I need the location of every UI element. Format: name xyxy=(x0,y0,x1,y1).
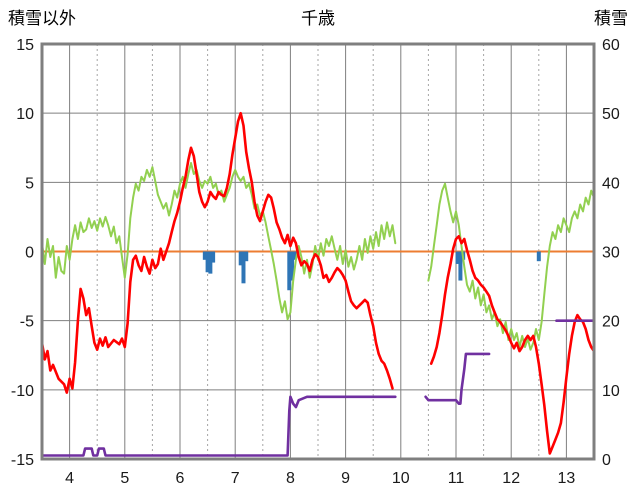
left-tick-label: 10 xyxy=(16,106,34,123)
precipitation-bar xyxy=(238,251,243,266)
left-tick-label: 15 xyxy=(16,37,34,54)
left-tick-label: -10 xyxy=(11,383,34,400)
plot-frame xyxy=(40,42,596,461)
series-purple-snow xyxy=(40,319,596,457)
series-purple-snow-path xyxy=(424,352,491,405)
precipitation-bar xyxy=(211,251,216,263)
precipitation-bar xyxy=(241,251,246,284)
precipitation-bar xyxy=(458,251,463,281)
precipitation-bar xyxy=(202,251,207,260)
left-tick-label: -15 xyxy=(11,452,34,469)
series-purple-snow-path xyxy=(40,395,397,457)
left-tick-label: -5 xyxy=(20,314,34,331)
left-tick-label: 5 xyxy=(25,175,34,192)
precipitation-bar xyxy=(208,251,213,274)
x-tick-label: 6 xyxy=(176,470,185,487)
precipitation-bar xyxy=(292,251,297,260)
precipitation-bar xyxy=(536,251,541,262)
x-tick-label: 12 xyxy=(502,470,520,487)
right-tick-label: 0 xyxy=(602,452,611,469)
left-tick-label: 0 xyxy=(25,245,34,262)
precipitation-bar xyxy=(287,251,292,291)
series-green-path xyxy=(41,162,397,321)
precipitation-bar xyxy=(244,251,249,262)
x-tick-label: 10 xyxy=(392,470,410,487)
right-tick-label: 40 xyxy=(602,175,620,192)
right-tick-label: 60 xyxy=(602,37,620,54)
series-red-path xyxy=(40,111,394,394)
x-tick-label: 11 xyxy=(448,470,465,487)
precipitation-bar xyxy=(290,251,295,281)
right-axis-title: 積雪 xyxy=(594,9,628,28)
x-tick-label: 5 xyxy=(120,470,129,487)
right-tick-label: 10 xyxy=(602,383,620,400)
precipitation-bar xyxy=(455,251,460,264)
chart-title: 千歳 xyxy=(301,9,335,28)
x-tick-label: 9 xyxy=(341,470,350,487)
series-green-path xyxy=(427,182,595,351)
left-axis-title: 積雪以外 xyxy=(8,9,76,28)
precipitation-bars xyxy=(202,251,541,291)
right-tick-label: 50 xyxy=(602,106,620,123)
x-tick-label: 8 xyxy=(286,470,295,487)
right-tick-label: 20 xyxy=(602,314,620,331)
precipitation-bar xyxy=(205,251,210,273)
x-tick-label: 7 xyxy=(231,470,240,487)
right-tick-label: 30 xyxy=(602,245,620,262)
x-tick-label: 4 xyxy=(65,470,74,487)
major-gridlines xyxy=(42,44,594,459)
series-red-path xyxy=(429,235,596,455)
x-tick-label: 13 xyxy=(558,470,576,487)
series-red xyxy=(40,111,596,455)
